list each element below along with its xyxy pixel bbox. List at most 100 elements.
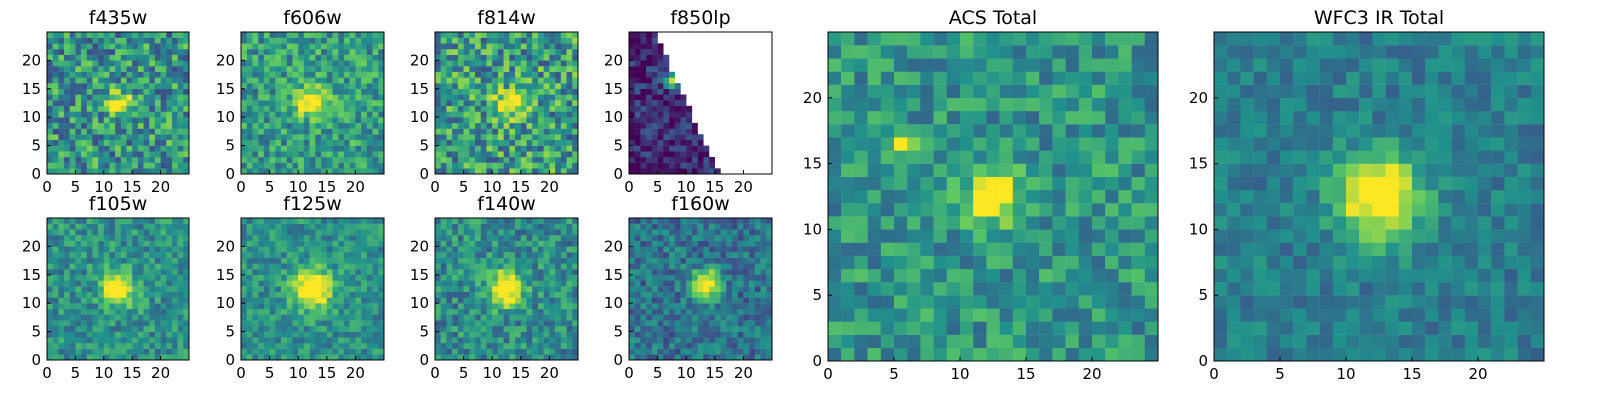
heatmap-cell (355, 37, 362, 44)
heatmap-cell (480, 280, 487, 287)
heatmap-cell (560, 60, 567, 67)
heatmap-cell (629, 331, 635, 338)
heatmap-cell (766, 269, 773, 275)
heatmap-cell (440, 320, 447, 327)
heatmap-cell (246, 66, 253, 72)
heatmap-cell (920, 321, 934, 335)
heatmap-cell (378, 229, 385, 236)
heatmap-cell (286, 331, 293, 338)
heatmap-cell (446, 32, 453, 38)
heatmap-cell (171, 128, 178, 135)
heatmap-cell (298, 139, 305, 146)
heatmap-cell (378, 240, 385, 247)
heatmap-cell (246, 156, 253, 163)
heatmap-cell (497, 94, 504, 101)
heatmap-cell (674, 229, 681, 236)
heatmap-cell (651, 308, 658, 315)
heatmap-cell (92, 308, 99, 315)
heatmap-cell (361, 168, 368, 175)
heatmap-cell (149, 60, 156, 67)
heatmap-cell (326, 156, 333, 163)
heatmap-cell (440, 269, 447, 275)
heatmap-cell (349, 274, 356, 281)
heatmap-cell (537, 66, 544, 72)
heatmap-cell (503, 246, 510, 253)
heatmap-cell (69, 274, 76, 281)
heatmap-cell (160, 100, 167, 107)
heatmap-cell (120, 83, 127, 89)
heatmap-cell (640, 246, 647, 253)
heatmap-cell (292, 320, 299, 327)
heatmap-cell (492, 257, 499, 264)
heatmap-cell (315, 60, 322, 67)
heatmap-cell (92, 105, 99, 112)
heatmap-cell (754, 297, 761, 304)
heatmap-cell (126, 308, 133, 315)
heatmap-cell (537, 105, 544, 112)
heatmap-cell (526, 162, 533, 169)
heatmap-cell (332, 162, 339, 169)
heatmap-cell (126, 269, 133, 275)
heatmap-cell (766, 320, 773, 327)
heatmap-cell (103, 111, 110, 118)
heatmap-cell (132, 280, 139, 287)
heatmap-cell (258, 60, 265, 67)
heatmap-cell (515, 88, 521, 95)
heatmap-cell (246, 263, 253, 270)
heatmap-cell (646, 49, 653, 55)
heatmap-cell (754, 246, 761, 253)
heatmap-cell (663, 229, 670, 236)
heatmap-cell (366, 274, 373, 281)
heatmap-cell (526, 83, 533, 89)
heatmap-cell (532, 128, 539, 135)
heatmap-cell (241, 54, 247, 61)
heatmap-cell (378, 54, 385, 61)
heatmap-cell (463, 49, 470, 55)
heatmap-cell (166, 274, 173, 281)
heatmap-cell (475, 122, 481, 129)
heatmap-cell (572, 280, 579, 287)
heatmap-cell (81, 303, 87, 310)
heatmap-cell (697, 252, 704, 258)
heatmap-cell (361, 88, 368, 95)
heatmap-cell (457, 246, 464, 253)
heatmap-cell (286, 297, 293, 304)
heatmap-cell (446, 223, 453, 230)
heatmap-cell (731, 280, 738, 287)
heatmap-cell (275, 257, 282, 264)
heatmap-cell (275, 297, 282, 304)
heatmap-cell (560, 122, 567, 129)
heatmap-cell (503, 297, 510, 304)
heatmap-cell (457, 134, 464, 141)
heatmap-cell (709, 246, 715, 253)
heatmap-cell (372, 151, 379, 158)
heatmap-cell (269, 223, 276, 230)
heatmap-cell (566, 117, 573, 124)
heatmap-cell (475, 257, 481, 264)
heatmap-cell (252, 156, 259, 163)
heatmap-cell (149, 229, 156, 236)
heatmap-cell (246, 32, 253, 38)
heatmap-cell (749, 246, 756, 253)
heatmap-cell (378, 83, 385, 89)
heatmap-cell (446, 314, 453, 321)
heatmap-cell (355, 291, 362, 298)
heatmap-cell (555, 128, 562, 135)
heatmap-cell (526, 32, 533, 38)
heatmap-cell (703, 348, 710, 355)
heatmap-cell (440, 122, 447, 129)
heatmap-cell (549, 320, 556, 327)
heatmap-cell (663, 88, 670, 95)
heatmap-cell (132, 156, 139, 163)
heatmap-cell (457, 66, 464, 72)
heatmap-cell (440, 297, 447, 304)
heatmap-cell (657, 331, 664, 338)
heatmap-cell (154, 269, 161, 275)
heatmap-cell (686, 229, 693, 236)
heatmap-cell (566, 218, 573, 224)
heatmap-cell (349, 348, 356, 355)
heatmap-cell (446, 162, 453, 169)
heatmap-cell (378, 297, 385, 304)
heatmap-cell (646, 325, 653, 332)
heatmap-cell (338, 229, 345, 236)
